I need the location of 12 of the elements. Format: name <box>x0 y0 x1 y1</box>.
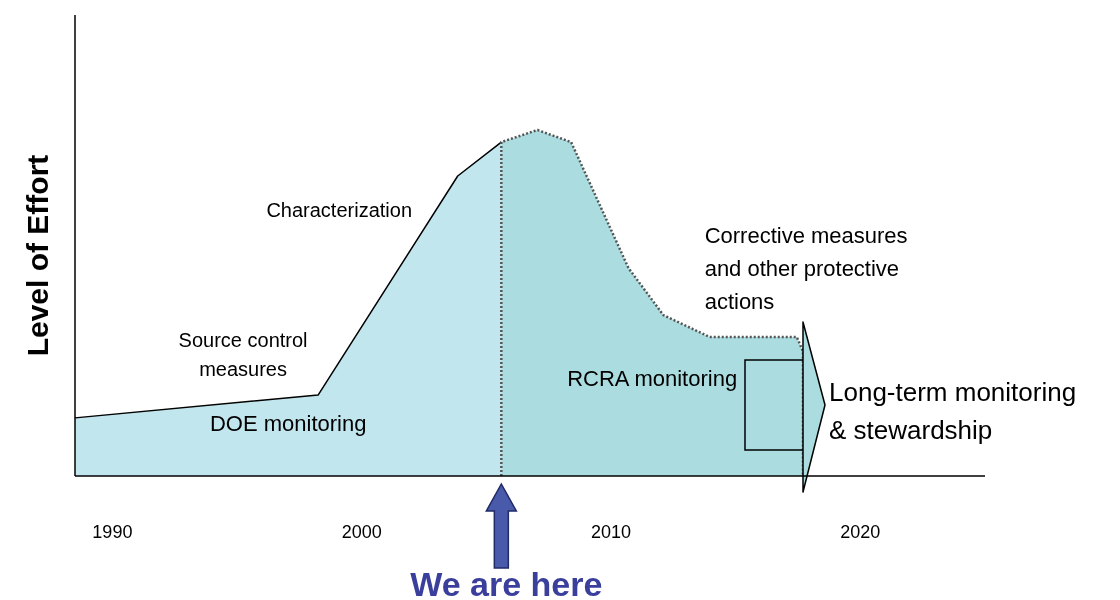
annotation: Source control measures <box>178 329 308 381</box>
x-tick-label: 2000 <box>341 522 382 542</box>
x-tick-label: 1990 <box>92 522 133 542</box>
x-tick-label: 2010 <box>591 522 632 542</box>
series-label: RCRA monitoring <box>567 366 738 392</box>
annotation: Characterization <box>266 199 412 221</box>
annotation: We are here <box>410 565 603 600</box>
annotation: Corrective measures and other protective actions <box>704 222 908 314</box>
annotation: Long-term monitoring & stewardship <box>829 377 1077 445</box>
y-axis-title: Level of Effort <box>21 154 54 357</box>
x-tick-label: 2020 <box>840 522 881 542</box>
series-label: DOE monitoring <box>209 411 367 437</box>
